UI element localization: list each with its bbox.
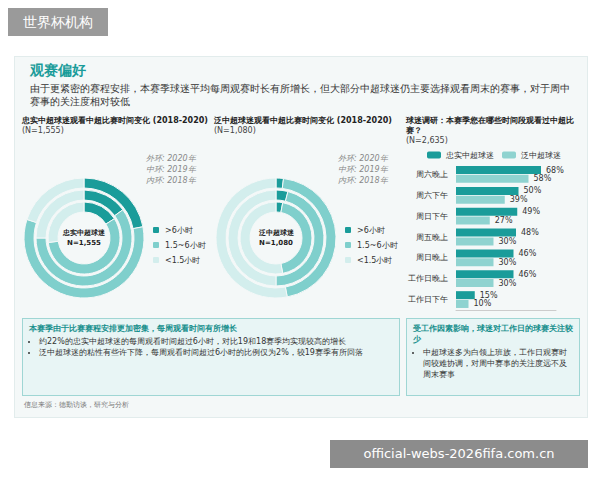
html-text:忠实中超球迷观看中超比赛时间变化 (2018-2020): 忠实中超球迷观看中超比赛时间变化 (2018-2020) (22, 116, 208, 125)
svg-text:内环: 2018年: 内环: 2018年 (146, 176, 197, 185)
svg-text:68%: 68% (546, 166, 564, 175)
svg-text:27%: 27% (495, 216, 513, 225)
svg-text:46%: 46% (519, 270, 537, 279)
svg-text:周日晚上: 周日晚上 (416, 253, 448, 262)
svg-text:内环: 2018年: 内环: 2018年 (338, 176, 389, 185)
svg-text:N=1,080: N=1,080 (259, 239, 293, 247)
svg-text:15%: 15% (480, 291, 498, 300)
svg-text:39%: 39% (510, 195, 528, 204)
html-text:(N=1,080): (N=1,080) (214, 126, 256, 135)
html-text:信息来源：德勤访谈，研究与分析: 信息来源：德勤访谈，研究与分析 (24, 401, 129, 409)
svg-text:58%: 58% (534, 174, 552, 183)
svg-text:<1.5小时: <1.5小时 (165, 256, 200, 265)
svg-text:外环: 2020年: 外环: 2020年 (338, 154, 389, 163)
svg-text:50%: 50% (524, 186, 542, 195)
svg-text:工作日晚上: 工作日晚上 (408, 274, 448, 283)
svg-text:周六晚上: 周六晚上 (416, 170, 448, 179)
svg-text:48%: 48% (521, 228, 539, 237)
svg-text:1.5~6小时: 1.5~6小时 (165, 241, 206, 250)
svg-text:10%: 10% (474, 299, 492, 308)
html-text:official-webs-2026fifa.com.cn: official-webs-2026fifa.com.cn (363, 446, 555, 461)
svg-text:周六下午: 周六下午 (416, 191, 448, 200)
html-text:约22%的忠实中超球迷的每周观看时间超过6小时，对比19和1: 约22%的忠实中超球迷的每周观看时间超过6小时，对比19和18赛季均实现较高的增… (39, 337, 347, 346)
svg-text:中环: 2019年: 中环: 2019年 (338, 165, 389, 174)
html-text:泛中超球迷观看中超比赛时间变化 (2018-2020): 泛中超球迷观看中超比赛时间变化 (2018-2020) (214, 116, 392, 125)
html-text:观赛偏好: 观赛偏好 (30, 62, 86, 78)
svg-text:>6小时: >6小时 (357, 226, 385, 235)
svg-text:49%: 49% (522, 207, 540, 216)
svg-text:周五晚上: 周五晚上 (416, 233, 448, 242)
svg-text:工作日下午: 工作日下午 (408, 295, 448, 304)
html-text:由于更紧密的赛程安排，本赛季球迷平均每周观赛时长有所增长，但: 由于更紧密的赛程安排，本赛季球迷平均每周观赛时长有所增长，但大部分中超球迷仍主要… (30, 83, 570, 107)
svg-text:泛中超球迷: 泛中超球迷 (521, 151, 561, 160)
html-text:世界杯机构: 世界杯机构 (23, 14, 93, 30)
svg-text:>6小时: >6小时 (165, 226, 193, 235)
html-text:受工作因素影响，球迷对工作日的球赛关注较少: 受工作因素影响，球迷对工作日的球赛关注较少 (413, 324, 573, 344)
svg-text:忠实中超球迷: 忠实中超球迷 (445, 151, 494, 160)
svg-text:30%: 30% (499, 258, 517, 267)
svg-text:46%: 46% (519, 249, 537, 258)
html-text:(N=2,635): (N=2,635) (406, 136, 448, 145)
html-text:球迷调研：本赛季您在哪些时间段观看过中超比赛？: 球迷调研：本赛季您在哪些时间段观看过中超比赛？ (406, 116, 574, 135)
html-text:(N=1,555): (N=1,555) (22, 126, 64, 135)
svg-text:N=1,555: N=1,555 (67, 239, 101, 247)
html-text:泛中超球迷的粘性有些许下降，每周观看时间超过6小时的比例仅为: 泛中超球迷的粘性有些许下降，每周观看时间超过6小时的比例仅为2%，较19赛季有所… (39, 348, 363, 357)
svg-text:30%: 30% (499, 237, 517, 246)
html-text:中超球迷多为白领上班族，工作日观赛时间较难协调，对周中赛事的: 中超球迷多为白领上班族，工作日观赛时间较难协调，对周中赛事的关注度远不及周末赛事 (423, 348, 567, 379)
svg-text:忠实中超球迷: 忠实中超球迷 (62, 228, 106, 237)
svg-text:泛中超球迷: 泛中超球迷 (258, 229, 295, 237)
html-text:本赛季由于比赛赛程安排更加密集，每周观看时间有所增长: 本赛季由于比赛赛程安排更加密集，每周观看时间有所增长 (29, 324, 237, 333)
svg-text:30%: 30% (499, 279, 517, 288)
svg-text:1.5~6小时: 1.5~6小时 (357, 241, 398, 250)
svg-text:中环: 2019年: 中环: 2019年 (146, 165, 197, 174)
svg-text:周日下午: 周日下午 (416, 212, 448, 221)
svg-text:<1.5小时: <1.5小时 (357, 256, 392, 265)
svg-text:外环: 2020年: 外环: 2020年 (146, 154, 197, 163)
